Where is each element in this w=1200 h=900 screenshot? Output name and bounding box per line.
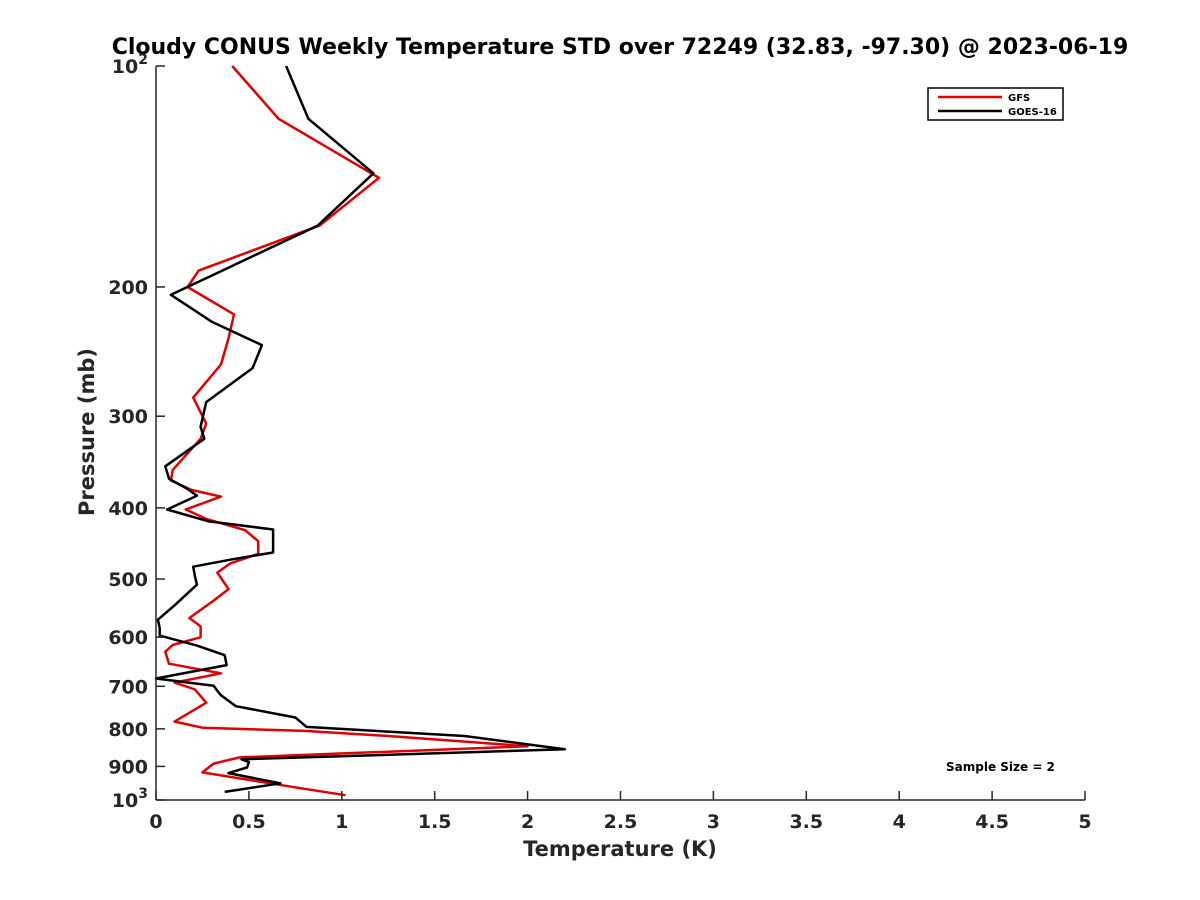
y-tick-label: 900 (108, 756, 148, 778)
x-tick-label: 2 (521, 811, 534, 833)
y-tick-label: 300 (108, 406, 148, 428)
x-tick-label: 1.5 (418, 811, 452, 833)
x-tick-label: 4 (893, 811, 906, 833)
ticks-layer: 0 0.5 1 1.5 2 2.5 3 3.5 4 4.5 5 102 200 300 400 500 600 7… (108, 52, 1091, 833)
y-tick-label: 800 (108, 719, 148, 741)
legend-box (927, 87, 1064, 121)
y-tick-label: 700 (108, 676, 148, 698)
y-axis-label: Pressure (mb) (75, 348, 99, 516)
x-tick-label: 2.5 (604, 811, 638, 833)
y-tick-label: 102 (112, 52, 148, 78)
series-line-gfs (164, 65, 529, 797)
x-tick-label: 5 (1078, 811, 1091, 833)
axes-layer (155, 66, 1085, 801)
series-layer (154, 65, 567, 797)
y-tick-label: 600 (108, 627, 148, 649)
x-tick-label: 4.5 (975, 811, 1009, 833)
y-tick-label: 400 (108, 498, 148, 520)
y-tick-label: 500 (108, 569, 148, 591)
sample-size-annotation: Sample Size = 2 (946, 760, 1055, 774)
series-line-goes-16 (154, 65, 567, 794)
y-tick-label: 200 (108, 277, 148, 299)
x-tick-label: 3 (707, 811, 720, 833)
x-tick-label: 3.5 (789, 811, 823, 833)
chart-title: Cloudy CONUS Weekly Temperature STD over… (112, 35, 1129, 60)
legend-label-gfs: GFS (1008, 93, 1030, 104)
x-tick-label: 1 (335, 811, 348, 833)
legend-label-goes16: GOES-16 (1008, 107, 1057, 118)
x-axis-label: Temperature (K) (523, 837, 717, 861)
y-tick-label: 103 (112, 786, 148, 812)
x-tick-label: 0 (149, 811, 162, 833)
legend: GFS GOES-16 (927, 87, 1064, 121)
x-tick-label: 0.5 (232, 811, 266, 833)
